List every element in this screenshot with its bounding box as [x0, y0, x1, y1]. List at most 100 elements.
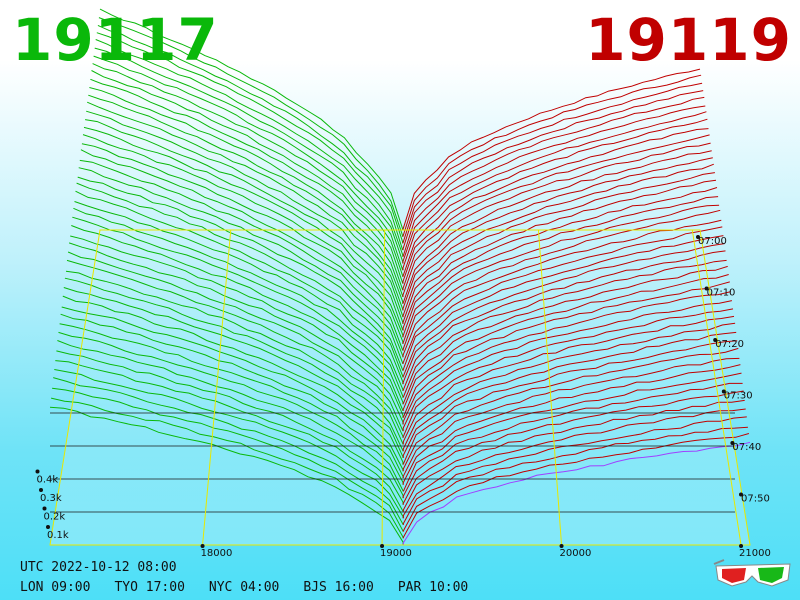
ask-price: 19119 [585, 6, 792, 74]
bid-depth-line [96, 32, 404, 251]
ask-depth-line [402, 357, 740, 478]
bid-depth-line [87, 101, 404, 311]
bid-depth-line [56, 350, 404, 505]
ask-depth-line [402, 372, 742, 492]
bid-depth-line [54, 369, 404, 519]
ask-depth-line [402, 315, 735, 445]
bid-depth-line [78, 167, 404, 364]
time-tick-label: 07:10 [707, 288, 736, 299]
ask-depth-line [402, 274, 729, 411]
bid-depth-line [93, 55, 404, 271]
bid-depth-line [74, 201, 404, 391]
ask-depth-line [402, 128, 709, 284]
bid-depth-line [92, 63, 404, 277]
bid-depth-line [89, 87, 404, 297]
time-tick-label: 07:20 [715, 339, 744, 350]
bid-depth-line [77, 176, 404, 371]
price-gridline [691, 229, 742, 546]
bid-depth-line [81, 143, 404, 344]
price-gridline [202, 229, 232, 546]
bid-depth-line [97, 24, 404, 244]
price-tick-mark [739, 544, 744, 548]
price-tick-mark [200, 544, 205, 548]
price-tick-label: 21000 [739, 548, 771, 559]
ask-depth-line [402, 111, 707, 271]
ask-depth-line [402, 291, 732, 425]
bid-depth-line [68, 242, 404, 425]
bid-depth-line [71, 225, 404, 411]
price-gridline [537, 229, 563, 546]
bid-depth-line [66, 259, 404, 438]
ask-depth-line [402, 426, 748, 532]
bid-depth-line [64, 277, 404, 452]
bid-depth-line [94, 47, 404, 264]
ask-depth-line [402, 134, 710, 291]
volume-tick-label: 0.4k [37, 475, 59, 486]
price-tick-mark [559, 544, 564, 548]
grid-frame [49, 229, 751, 546]
time-tick-mark [696, 235, 700, 239]
ask-depth-line [402, 364, 741, 485]
ask-depth-line [402, 90, 704, 251]
bid-depth-line [86, 110, 404, 318]
bid-depth-line [98, 17, 404, 237]
utc-clock: UTC 2022-10-12 08:00 [20, 560, 177, 575]
volume-tick-mark [42, 506, 47, 511]
price-gridline [381, 229, 386, 546]
ask-depth-line [402, 157, 713, 311]
time-tick-mark [730, 441, 735, 445]
bid-depth-line [88, 94, 404, 304]
volume-tick-label: 0.3k [40, 493, 62, 504]
ask-depth-line [402, 433, 750, 539]
ask-depth-line [402, 322, 736, 452]
time-tick-mark [739, 492, 743, 497]
ask-depth-line [402, 399, 745, 512]
ask-depth-line [402, 105, 706, 264]
ask-depth-line [402, 150, 712, 304]
bid-depth-line [83, 126, 404, 331]
bid-depth-line [91, 70, 404, 284]
ask-depth-line [402, 118, 708, 277]
ask-depth-line [402, 340, 738, 465]
bid-depth-line [59, 323, 404, 485]
ask-depth-line [402, 179, 717, 331]
ask-depth-line [402, 209, 721, 358]
ask-depth-line [402, 68, 701, 230]
ask-depth-line [402, 250, 726, 391]
bid-depth-line [72, 216, 404, 405]
clock-nyc: NYC 04:00 [208, 580, 280, 595]
time-tick-label: 07:50 [741, 494, 770, 505]
bid-price: 19117 [12, 6, 219, 74]
ask-depth-line [402, 172, 715, 324]
bid-depth-line [52, 387, 404, 532]
bid-depth-line [85, 119, 404, 324]
ask-depth-line [402, 300, 733, 432]
bid-depth-line [82, 134, 404, 338]
ask-depth-line [402, 259, 727, 398]
time-tick-label: 07:30 [724, 391, 753, 402]
ask-depth-line [402, 142, 711, 297]
price-tick-label: 20000 [560, 548, 592, 559]
ask-depth-line [402, 281, 730, 418]
clock-tyo: TYO 17:00 [114, 580, 185, 595]
bid-depth-line [73, 207, 404, 398]
clock-lon: LON 09:00 [20, 580, 91, 595]
bid-depth-line [79, 159, 404, 358]
bid-depth-line [67, 251, 404, 432]
ask-depth-line [402, 235, 724, 378]
time-tick-label: 07:00 [698, 236, 727, 247]
ask-depth-line [402, 163, 714, 318]
clock-par: PAR 10:00 [397, 580, 469, 595]
time-tick-mark [704, 286, 709, 291]
3d-glasses-icon[interactable] [712, 558, 794, 590]
floor-plane [50, 230, 750, 545]
bid-depth-line [60, 313, 404, 478]
bid-depth-line [61, 306, 404, 472]
bid-depth-line [95, 39, 404, 257]
volume-tick-mark [39, 488, 43, 492]
ask-depth-line [402, 96, 705, 257]
ask-depth-line [402, 204, 720, 351]
bid-depth-line [80, 149, 404, 351]
ask-depth-line [402, 219, 722, 364]
price-tick-label: 19000 [380, 548, 412, 559]
